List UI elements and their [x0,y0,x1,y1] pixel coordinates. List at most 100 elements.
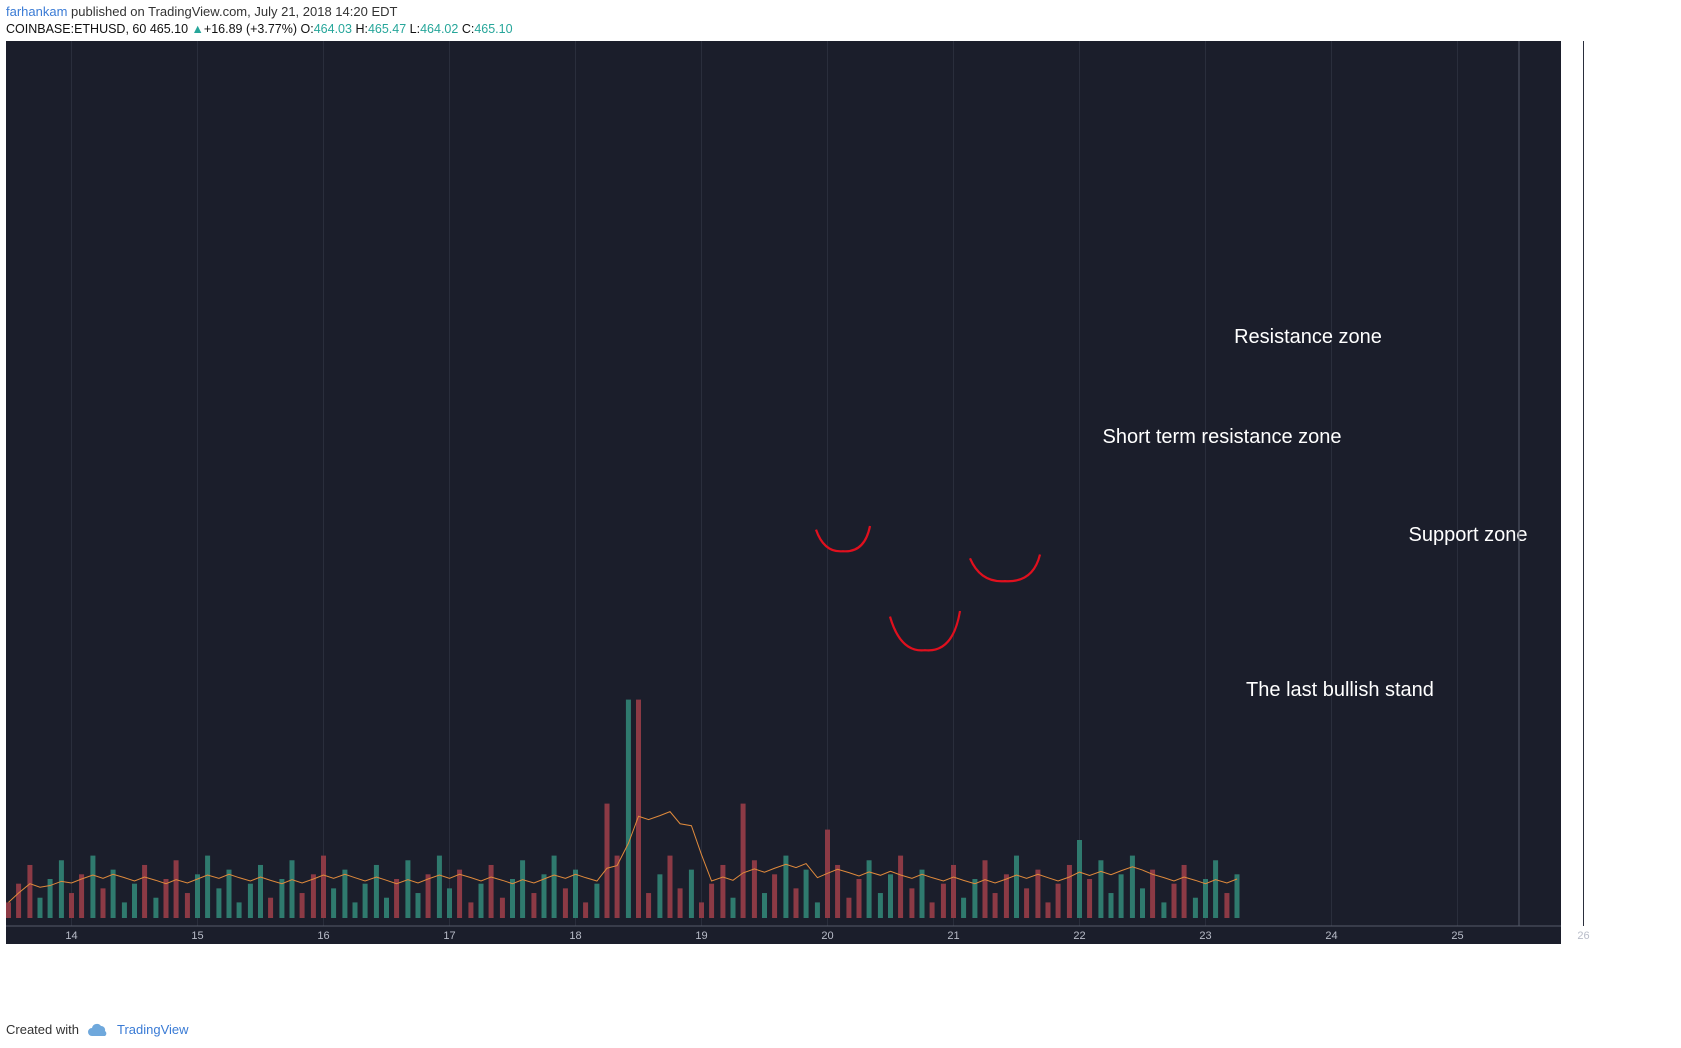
volume-bar [321,855,326,918]
volume-bar [362,883,368,918]
volume-bar [153,897,159,918]
created-with-text: Created with [6,1022,79,1037]
volume-bar [657,874,663,918]
price-axis-background [1519,41,1561,926]
volume-bar [415,893,421,918]
time-tick-label: 16 [317,930,329,942]
red-arc-left [814,525,872,553]
volume-bar [1087,879,1093,918]
volume-bar [184,893,190,918]
volume-bar [58,860,64,918]
volume-bar [709,883,715,918]
volume-bar [594,883,600,918]
volume-bar [888,874,893,918]
volume-bar [1055,883,1061,918]
volume-bar [142,864,148,918]
close-value: 465.10 [474,22,513,36]
volume-bar [1213,860,1219,918]
volume-bar [1003,874,1009,918]
volume-bar [730,897,736,918]
up-arrow-icon: ▲ [191,22,204,36]
volume-bar [16,883,22,918]
volume-bar [457,869,463,918]
volume-bar [69,893,74,918]
volume-bar [205,855,211,918]
time-tick-label: 24 [1325,930,1337,942]
volume-bar [667,855,673,918]
volume-bar [720,864,726,918]
high-value: 465.47 [367,22,407,36]
volume-bar [373,864,379,918]
symbol-label: COINBASE:ETHUSD, 60 [6,22,147,36]
volume-bar [27,864,33,918]
time-tick-label: 15 [191,930,203,942]
volume-bar [646,893,652,918]
volume-bar [1066,864,1072,918]
volume-bar [79,874,85,918]
volume-bar [1161,902,1167,918]
volume-bar [468,902,474,918]
time-tick-label: 25 [1451,930,1463,942]
volume-bar [478,883,484,918]
low-label: L: [409,22,421,36]
volume-bar [614,855,620,918]
volume-bar [940,883,946,918]
low-value: 464.02 [420,22,459,36]
high-label: H: [355,22,368,36]
symbol-header: COINBASE:ETHUSD, 60 465.10 ▲+16.89 (+3.7… [6,22,513,36]
volume-bar [247,883,253,918]
volume-bar [499,897,505,918]
volume-bar [1077,840,1082,918]
volume-bar [310,874,316,918]
volume-bar [951,864,956,918]
open-label: O: [300,22,314,36]
zone-label: Short term resistance zone [1103,426,1342,448]
time-tick-label: 26 [1577,930,1589,942]
volume-bar [405,860,411,918]
close-label: C: [461,22,475,36]
time-tick-label: 17 [443,930,455,942]
volume-bar [47,879,53,918]
volume-bar [783,855,789,918]
volume-bar [195,874,200,918]
volume-bar [762,893,767,918]
volume-bar [226,869,232,918]
volume-bar [982,860,988,918]
time-tick-label: 18 [569,930,581,942]
volume-bar [961,897,967,918]
volume-bar [541,874,547,918]
volume-bar [877,893,883,918]
volume-bar [425,874,431,918]
volume-bar [856,879,862,918]
volume-bar [1140,888,1145,918]
publish-info: published on TradingView.com, July 21, 2… [67,4,398,19]
volume-bar [216,888,222,918]
volume-bar [110,869,116,918]
volume-bar [1108,893,1114,918]
volume-bar [163,879,169,918]
volume-bar [625,699,631,918]
red-arc-right [968,554,1042,583]
volume-bar [1224,893,1230,918]
volume-bar [6,902,11,918]
volume-bar [573,869,578,918]
time-axis-background [6,926,1561,944]
author-link[interactable]: farhankam [6,4,68,19]
volume-bar [604,803,610,918]
tradingview-link[interactable]: TradingView [116,1022,189,1037]
volume-bar [1014,855,1019,918]
volume-bar [772,874,778,918]
volume-bar [562,888,568,918]
footer: Created with TradingView [6,1022,189,1037]
volume-bar [898,855,904,918]
volume-bar [551,855,557,918]
volume-bar [1035,869,1041,918]
volume-bar [929,902,935,918]
volume-bar [688,869,694,918]
volume-bar [1181,864,1187,918]
volume-bar [100,888,106,918]
volume-bar [699,902,704,918]
volume-bar [37,897,43,918]
volume-bar [531,893,537,918]
